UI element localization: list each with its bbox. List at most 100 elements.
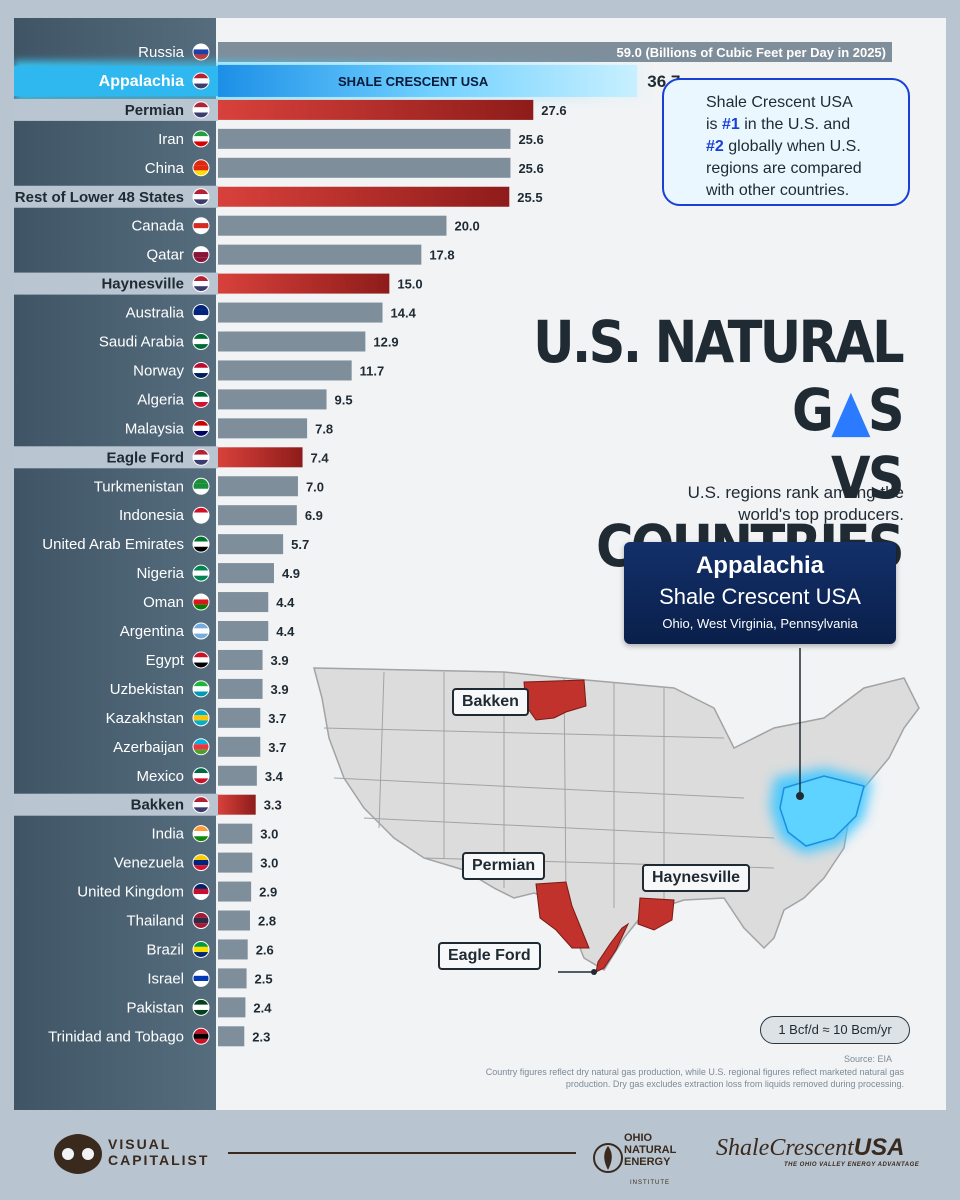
bar-malaysia (218, 418, 308, 439)
data-label: 25.6 (518, 132, 543, 147)
category-label: Thailand (126, 913, 184, 930)
methodology-note: Country figures reflect dry natural gas … (485, 1067, 904, 1089)
us-flag (192, 275, 210, 293)
ohio-natural-energy-institute-logo (593, 1143, 623, 1173)
uzbekistan-flag (192, 680, 210, 698)
mexico-flag (192, 767, 210, 785)
bar-algeria (218, 389, 327, 410)
one-wordmark: OHIO NATURAL ENERGY (624, 1132, 677, 1168)
malaysia-flag (192, 419, 210, 437)
bar-russia (218, 42, 892, 62)
bar-permian (218, 99, 534, 120)
bar-azerbaijan (218, 736, 261, 757)
bakken-label: Bakken (452, 688, 529, 716)
bar-appalachia (218, 64, 638, 97)
category-label: China (145, 160, 185, 177)
appalachia-marker (796, 792, 804, 800)
category-label: Algeria (137, 391, 184, 408)
bar-mexico (218, 765, 257, 786)
category-label: Israel (147, 970, 184, 987)
data-label: 3.7 (268, 711, 286, 726)
category-label: Qatar (146, 247, 184, 264)
data-label: 2.5 (255, 971, 273, 986)
permian-label: Permian (462, 852, 546, 880)
turkmenistan-flag (192, 477, 210, 495)
shale-crescent-tagline: THE OHIO VALLEY ENERGY ADVANTAGE (784, 1162, 920, 1168)
qatar-flag (192, 246, 210, 264)
appalachia-row-highlight (14, 65, 218, 96)
bar-pakistan (218, 997, 246, 1018)
category-label: India (151, 826, 184, 843)
us-map-outline (313, 667, 920, 972)
bar-canada (218, 215, 447, 236)
bar-chart: Russia 59.0 (Billions of Cubic Feet per D… (14, 42, 892, 1047)
data-label: 3.3 (264, 798, 282, 813)
visual-capitalist-logo (54, 1134, 102, 1174)
bar-united-kingdom (218, 881, 252, 902)
data-label: 3.4 (265, 769, 284, 784)
appalachia-states: Ohio, West Virginia, Pennsylvania (662, 616, 858, 631)
russia-flag (192, 43, 210, 61)
us-row-highlight (14, 272, 218, 295)
category-label: Permian (125, 102, 184, 119)
us-row-highlight (14, 185, 218, 208)
china-flag (192, 159, 210, 177)
category-label: Bakken (131, 797, 184, 814)
australia-flag (192, 304, 210, 322)
bar-norway (218, 360, 352, 381)
infographic-card: Russia 59.0 (Billions of Cubic Feet per D… (14, 18, 946, 1110)
data-label: 25.5 (517, 190, 542, 205)
data-label: 3.0 (260, 856, 278, 871)
category-label: Turkmenistan (94, 478, 184, 495)
category-label: Saudi Arabia (99, 334, 185, 351)
uae-flag (192, 535, 210, 553)
israel-flag (192, 969, 210, 987)
callout-line: regions are compared (706, 160, 862, 177)
data-label: 3.7 (268, 740, 286, 755)
category-label: Norway (133, 362, 184, 379)
category-label: Canada (131, 218, 184, 235)
indonesia-flag (192, 506, 210, 524)
us-flag (192, 448, 210, 466)
callout-line: Shale Crescent USA (706, 94, 853, 111)
appalachia-info-box: Appalachia Shale Crescent USA Ohio, West… (624, 542, 896, 644)
bar-trinidad-and-tobago (218, 1026, 245, 1047)
kazakhstan-flag (192, 709, 210, 727)
data-label: 3.0 (260, 827, 278, 842)
category-label: Pakistan (126, 999, 184, 1016)
algeria-flag (192, 390, 210, 408)
us-flag (192, 796, 210, 814)
category-label: United Arab Emirates (42, 536, 184, 553)
venezuela-flag (192, 854, 210, 872)
us-row-highlight (14, 793, 218, 816)
data-label: 2.3 (252, 1029, 270, 1044)
unit-conversion-badge: 1 Bcf/d ≈ 10 Bcm/yr (760, 1016, 910, 1044)
data-label: 15.0 (397, 277, 422, 292)
us-row-highlight (14, 446, 218, 469)
bar-uzbekistan (218, 678, 263, 699)
bar-turkmenistan (218, 476, 298, 497)
azerbaijan-flag (192, 738, 210, 756)
callout-line: with other countries. (706, 182, 850, 199)
bar-bakken (218, 794, 256, 815)
data-label: 7.8 (315, 421, 333, 436)
category-label: Venezuela (114, 855, 185, 872)
category-label: Malaysia (125, 420, 185, 437)
category-label: Oman (143, 594, 184, 611)
brazil-flag (192, 940, 210, 958)
oman-flag (192, 593, 210, 611)
footer-divider (228, 1152, 576, 1154)
iran-flag (192, 130, 210, 148)
data-label: 2.8 (258, 914, 276, 929)
category-label: Nigeria (136, 565, 184, 582)
bar-oman (218, 592, 269, 613)
bar-indonesia (218, 505, 297, 526)
category-label: Azerbaijan (113, 739, 184, 756)
appalachia-subtitle: Shale Crescent USA (659, 584, 861, 609)
us-row-highlight (14, 98, 218, 121)
category-label: Russia (138, 44, 185, 61)
bar-iran (218, 128, 511, 149)
uk-flag (192, 883, 210, 901)
category-label: Haynesville (101, 276, 184, 293)
pakistan-flag (192, 998, 210, 1016)
